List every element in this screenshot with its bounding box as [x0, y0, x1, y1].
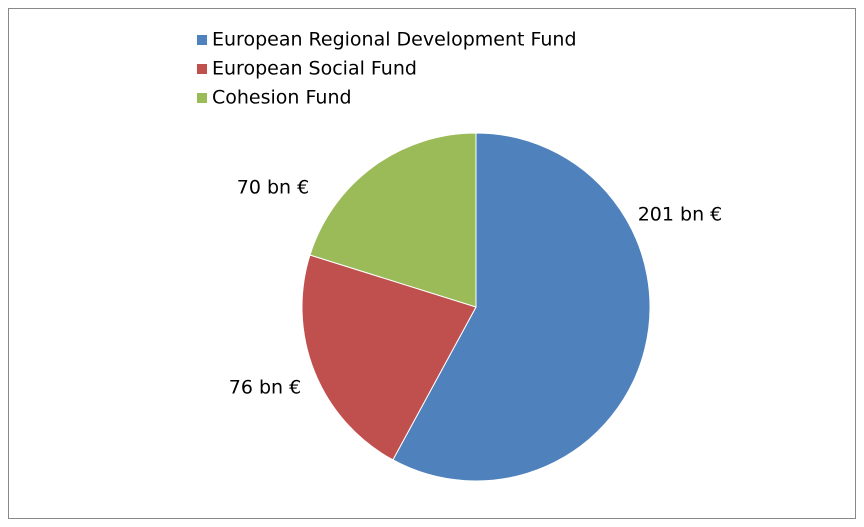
pie-slice — [392, 132, 651, 482]
data-label: 76 bn € — [229, 377, 301, 399]
data-label: 70 bn € — [237, 177, 309, 199]
legend-swatch — [197, 93, 207, 103]
legend-label: European Social Fund — [212, 58, 417, 80]
data-label: 201 bn € — [638, 204, 723, 226]
pie-slice — [309, 132, 477, 308]
legend-swatch — [197, 64, 207, 74]
legend-swatch — [197, 35, 207, 45]
pie-slice — [301, 254, 477, 461]
legend-label: European Regional Development Fund — [212, 29, 577, 51]
legend-label: Cohesion Fund — [212, 87, 352, 109]
